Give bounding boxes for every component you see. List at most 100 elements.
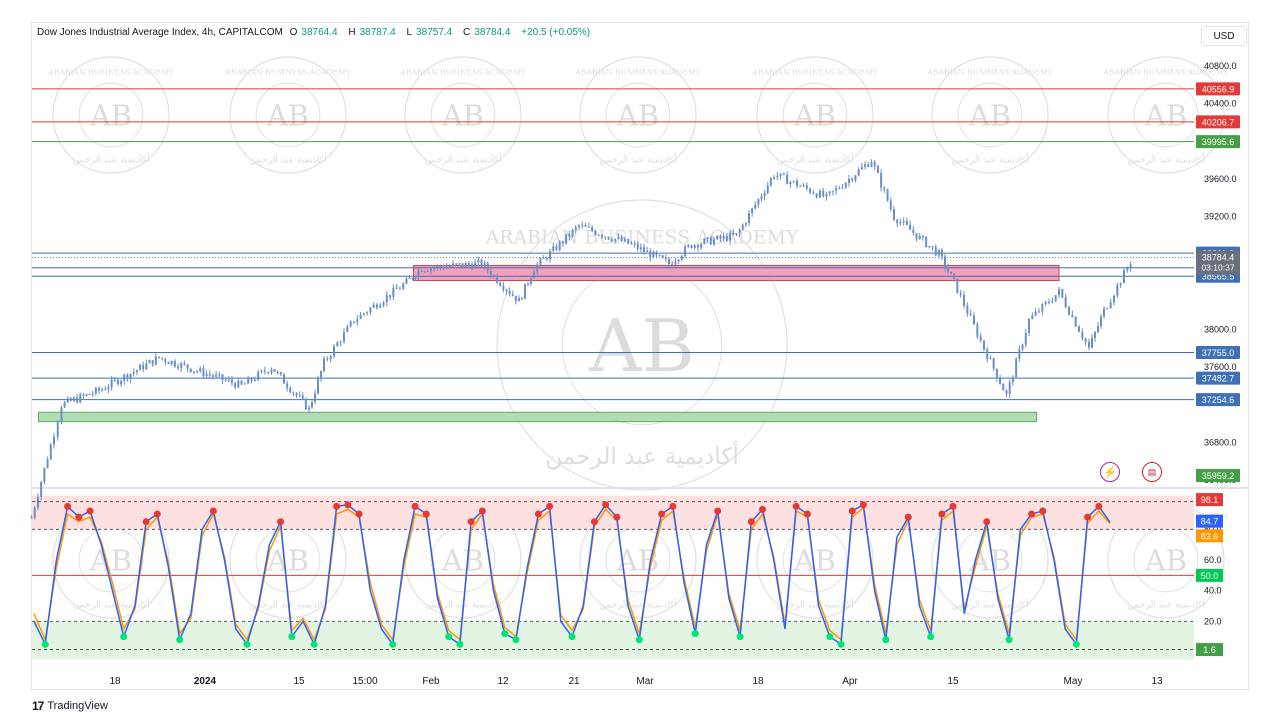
watermark-top-text: ARABIAN BUSINESS ACADEMY — [224, 67, 351, 76]
currency-button[interactable]: USD — [1201, 26, 1247, 46]
candle-body — [113, 379, 116, 381]
candle-body — [333, 346, 335, 357]
candle-body — [279, 372, 282, 375]
candle-body — [426, 271, 429, 273]
tradingview-footer[interactable]: 17 TradingView — [32, 699, 108, 713]
osc-tag-text-98.1: 98.1 — [1201, 495, 1219, 505]
candle-body — [502, 285, 505, 290]
candle-body — [600, 235, 603, 238]
watermark-ring — [496, 199, 788, 491]
candle-body — [706, 237, 709, 239]
overbought-signal-dot — [859, 501, 867, 509]
candle-body — [995, 368, 998, 379]
overbought-signal-dot — [1084, 513, 1092, 521]
overbought-signal-dot — [792, 502, 800, 510]
candle-body — [527, 283, 529, 285]
candle-body — [79, 394, 82, 403]
candle-body — [902, 220, 905, 223]
candle-body — [835, 188, 838, 191]
candle-body — [844, 182, 847, 188]
oscillator-tick-label: 20.0 — [1204, 616, 1222, 626]
candle-body — [649, 250, 652, 258]
watermark-ring — [404, 56, 522, 174]
candle-body — [40, 482, 43, 498]
bar-countdown-text: 03:10:37 — [1201, 263, 1234, 273]
candle-body — [227, 379, 230, 381]
candle-body — [574, 227, 577, 230]
candle-body — [1106, 308, 1109, 310]
candle-body — [110, 379, 113, 388]
time-tick-label: May — [1064, 676, 1083, 687]
candle-body — [439, 265, 442, 268]
overbought-signal-dot — [658, 510, 666, 518]
candle-body — [741, 224, 744, 230]
candle-body — [918, 235, 921, 239]
time-tick-label: 13 — [1151, 676, 1163, 687]
us-flag-icon[interactable]: ▤ — [1142, 462, 1162, 482]
candle-body — [1116, 284, 1119, 296]
symbol-title[interactable]: Dow Jones Industrial Average Index, 4h, … — [37, 27, 283, 38]
candle-body — [744, 223, 747, 225]
candle-body — [158, 356, 160, 358]
watermark-top-text: ARABIAN BUSINESS ACADEMY — [574, 67, 701, 76]
candle-body — [1054, 295, 1057, 302]
candle-body — [719, 235, 722, 239]
overbought-signal-dot — [1028, 510, 1036, 518]
candle-body — [43, 467, 46, 483]
candle-body — [1091, 337, 1093, 348]
candle-body — [558, 241, 561, 250]
candle-body — [841, 187, 844, 189]
candle-body — [661, 255, 664, 258]
candle-body — [581, 225, 584, 227]
time-tick-label: Apr — [842, 676, 858, 687]
candles-group — [30, 159, 1132, 520]
candle-body — [909, 224, 912, 230]
candle-body — [542, 257, 545, 259]
candle-body — [339, 341, 342, 343]
candle-body — [91, 393, 94, 395]
watermark-initials: AB — [89, 543, 132, 577]
overbought-signal-dot — [613, 513, 621, 521]
watermark-ring — [1107, 56, 1225, 174]
candle-body — [880, 173, 883, 188]
low-key: L — [406, 27, 413, 38]
oversold-signal-dot — [826, 633, 834, 641]
candle-body — [969, 313, 972, 316]
watermark-initials: AB — [793, 98, 836, 132]
candle-body — [221, 374, 224, 380]
lightning-alert-icon[interactable]: ⚡ — [1100, 462, 1120, 482]
candle-body — [703, 238, 706, 244]
candle-body — [295, 393, 298, 396]
watermark-inner-ring — [430, 82, 496, 148]
candle-body — [831, 190, 834, 192]
level-tag-40556.9 — [1196, 82, 1240, 96]
candle-body — [292, 392, 295, 394]
candle-body — [690, 245, 693, 248]
candle-body — [684, 246, 687, 257]
candle-body — [530, 278, 532, 284]
candle-body — [483, 263, 486, 266]
candle-body — [167, 362, 170, 365]
osc-tag-text-83.6: 83.6 — [1201, 531, 1219, 541]
candle-body — [458, 263, 461, 265]
candle-body — [448, 266, 451, 268]
watermark-initials: AB — [89, 98, 132, 132]
candle-body — [514, 295, 517, 302]
osc-tag-98.1 — [1196, 493, 1223, 507]
candle-body — [864, 164, 867, 167]
candle-body — [33, 507, 36, 518]
watermark-small-3: AB ARABIAN BUSINESS ACADEMY أكاديمية عبد ا… — [574, 56, 702, 174]
overbought-signal-dot — [590, 518, 598, 526]
time-tick-label: Mar — [636, 676, 654, 687]
candle-body — [886, 189, 889, 201]
price-change: +20.5 (+0.05%) — [521, 27, 591, 38]
oversold-signal-dot — [837, 640, 845, 648]
candle-body — [82, 394, 85, 396]
candle-body — [1103, 308, 1105, 317]
time-tick-label: 12 — [497, 676, 509, 687]
candle-body — [442, 267, 445, 269]
oversold-signal-dot — [288, 633, 296, 641]
overbought-signal-dot — [714, 507, 722, 515]
candle-body — [757, 199, 760, 205]
